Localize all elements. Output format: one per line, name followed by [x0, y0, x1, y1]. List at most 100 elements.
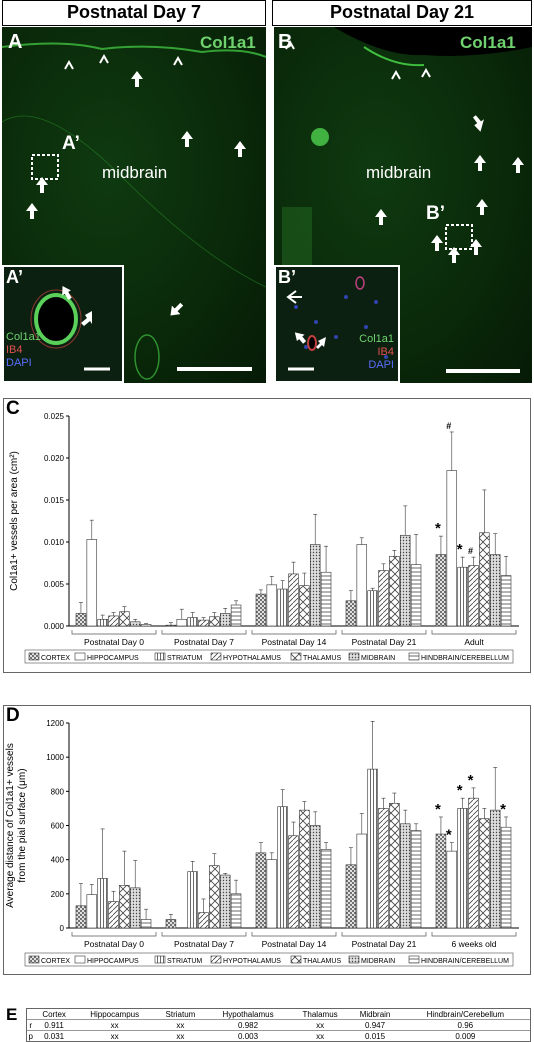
group-label: Postnatal Day 21: [352, 939, 417, 949]
region-label-b: midbrain: [366, 163, 432, 182]
bar: [309, 825, 321, 929]
bar: [399, 823, 411, 929]
significance-mark: *: [500, 801, 506, 818]
bar: [367, 768, 378, 929]
table-header-cell: [27, 1009, 34, 1020]
bar: [209, 616, 220, 627]
bar: [230, 604, 242, 627]
significance-mark: *: [435, 520, 441, 537]
chart-d-frame: [3, 705, 531, 975]
group-label: Postnatal Day 21: [352, 637, 417, 647]
table-cell: xx: [73, 1030, 156, 1041]
bar: [367, 590, 378, 627]
bar: [140, 919, 152, 929]
table-cell: 0.911: [34, 1019, 74, 1031]
bar: [97, 618, 108, 627]
inset-label-a: A’: [6, 267, 24, 287]
inset-b: B’ Col1a1 IB4 DAPI: [274, 265, 400, 383]
legend-swatch: [290, 955, 302, 964]
group-label: 6 weeks old: [452, 939, 497, 949]
table-header-cell: Striatum: [165, 1009, 196, 1019]
table-cell: r: [27, 1019, 35, 1031]
table-cell: 0.947: [349, 1019, 401, 1031]
bar: [198, 912, 209, 929]
bar: [187, 871, 198, 929]
bar: [86, 894, 98, 929]
correlation-table: Cortex Hippocampus Striatum Hypothalamus…: [26, 1008, 531, 1042]
group-bracket: [251, 630, 337, 635]
group-label: Adult: [464, 637, 484, 647]
table-cell: xx: [73, 1019, 156, 1031]
bar: [345, 600, 357, 627]
bar: [356, 544, 368, 627]
chart-d-label: D: [6, 705, 20, 727]
bar: [288, 573, 299, 627]
inset-a: A’ Col1a1 IB4 DAPI: [2, 265, 124, 383]
table-cell: 0.003: [205, 1030, 291, 1041]
table-cell: xx: [290, 1019, 350, 1031]
table-cell: 0.031: [34, 1030, 74, 1041]
group-bracket: [251, 932, 337, 937]
table-cell: xx: [155, 1019, 206, 1031]
inset-label-b: B’: [278, 267, 296, 287]
bar: [75, 613, 87, 627]
table-header-cell: Hypothalamus: [222, 1009, 274, 1019]
y-tick-label: 400: [51, 856, 65, 865]
chart-d-letter: D: [6, 705, 20, 726]
bar: [389, 802, 400, 929]
bar: [140, 624, 152, 627]
bar: [108, 615, 119, 627]
inset-a-ib4: IB4: [6, 344, 23, 356]
y-tick-label: 1000: [46, 753, 64, 762]
inset-b-dapi: DAPI: [368, 359, 394, 371]
inset-ref-a: A’: [62, 133, 80, 154]
bar: [108, 901, 119, 929]
y-tick-label: 600: [51, 822, 65, 831]
bar: [389, 555, 400, 627]
chart-c: 0.000 0.005 0.010 0.015 0.020 0.025 Col1a1+ ve…: [9, 412, 519, 664]
bar: [255, 852, 267, 929]
stain-label-a: Col1a1: [200, 33, 256, 52]
legend-label: MIDBRAIN: [361, 655, 395, 662]
group-bracket: [161, 630, 247, 635]
legend-swatch: [210, 955, 222, 964]
inset-b-drawing: [286, 276, 388, 371]
legend-label: HINDBRAIN/CEREBELLUM: [421, 655, 509, 662]
significance-mark: *: [468, 772, 474, 789]
legend-label: HIPPOCAMPUS: [87, 655, 139, 662]
legend-label: HINDBRAIN/CEREBELLUM: [421, 958, 509, 965]
inset-legend-a: Col1a1 IB4 DAPI: [6, 331, 41, 370]
micrograph-a-drawing: [2, 42, 266, 380]
bar: [410, 564, 422, 627]
table-cell: xx: [290, 1030, 350, 1041]
bar: [468, 797, 479, 929]
bar: [468, 565, 479, 627]
y-tick-label: 0.000: [44, 622, 65, 631]
legend-swatch: [348, 955, 360, 964]
bar: [399, 534, 411, 627]
chart-c-label: C: [6, 398, 20, 420]
legend-swatch: [348, 652, 360, 661]
legend-swatch: [28, 955, 40, 964]
significance-mark: *: [435, 801, 441, 818]
bar: [299, 585, 310, 627]
group-bracket: [431, 630, 517, 635]
bar: [277, 806, 288, 929]
y-tick-label: 0.005: [44, 580, 65, 589]
bar: [489, 809, 501, 929]
y-axis-label: Average distance of Col1a1+ vesselsfrom …: [5, 743, 28, 908]
bar: [435, 833, 447, 929]
bar: [446, 470, 458, 627]
group-label: Postnatal Day 7: [174, 939, 234, 949]
bar: [489, 554, 501, 627]
group-label: Postnatal Day 7: [174, 637, 234, 647]
legend-box: [24, 952, 514, 967]
significance-mark: *: [457, 541, 463, 558]
bar: [209, 865, 220, 929]
y-tick-label: 0.025: [44, 412, 65, 421]
bar: [255, 593, 267, 627]
legend-label: THALAMUS: [303, 958, 341, 965]
bar: [356, 833, 368, 929]
bar: [86, 539, 98, 627]
legend-swatch: [154, 652, 166, 661]
